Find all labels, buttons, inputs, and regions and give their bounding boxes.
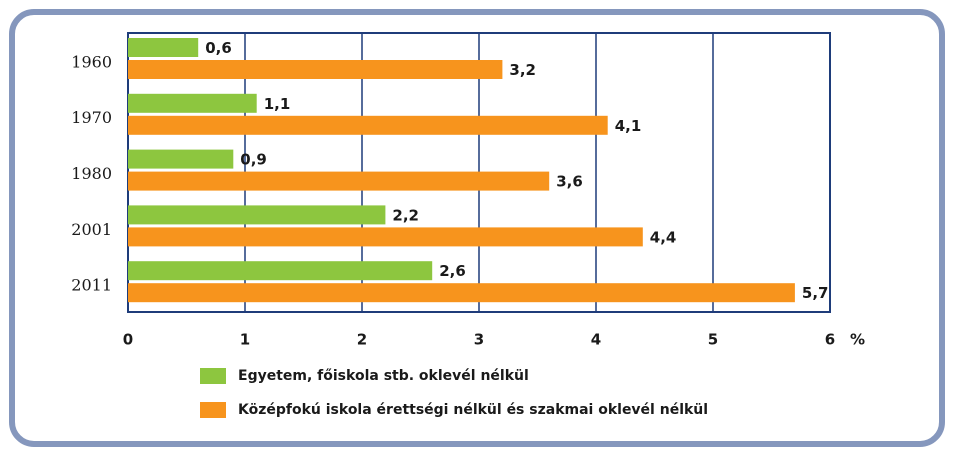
x-tick-label: 3 xyxy=(474,331,484,349)
bar xyxy=(128,227,643,247)
x-tick-label: 0 xyxy=(123,331,133,349)
bar xyxy=(128,38,199,57)
bar xyxy=(128,283,795,303)
bar-value-label: 3,2 xyxy=(509,61,536,79)
bar xyxy=(128,93,257,113)
x-tick-label: 4 xyxy=(591,331,601,349)
bar-value-label: 4,4 xyxy=(650,228,677,246)
bar xyxy=(128,60,503,79)
x-tick-label: 5 xyxy=(708,331,718,349)
bar-value-label: 0,6 xyxy=(205,39,232,57)
bar xyxy=(128,261,433,281)
x-axis-label: % xyxy=(850,331,865,349)
y-tick-label: 1960 xyxy=(71,52,112,71)
bar xyxy=(128,171,550,191)
bar-value-label: 2,6 xyxy=(439,262,466,280)
legend-label: Középfokú iskola érettségi nélkül és sza… xyxy=(238,402,708,418)
legend-label: Egyetem, főiskola stb. oklevél nélkül xyxy=(238,368,529,384)
bar-value-label: 4,1 xyxy=(615,117,642,135)
bar xyxy=(128,115,608,135)
bar xyxy=(128,205,386,225)
bar-value-label: 5,7 xyxy=(802,284,829,302)
bar-value-label: 2,2 xyxy=(392,206,419,224)
bar xyxy=(128,149,234,169)
y-tick-label: 2001 xyxy=(71,220,112,239)
bar-value-label: 3,6 xyxy=(556,173,583,191)
x-tick-label: 2 xyxy=(357,331,367,349)
x-tick-label: 6 xyxy=(825,331,835,349)
bar-value-label: 1,1 xyxy=(264,95,291,113)
legend-swatch xyxy=(200,368,226,384)
y-tick-label: 1980 xyxy=(71,164,112,183)
x-tick-label: 1 xyxy=(240,331,250,349)
y-tick-label: 1970 xyxy=(71,108,112,127)
legend-swatch xyxy=(200,402,226,418)
bar-value-label: 0,9 xyxy=(240,151,267,169)
y-tick-label: 2011 xyxy=(71,276,112,295)
